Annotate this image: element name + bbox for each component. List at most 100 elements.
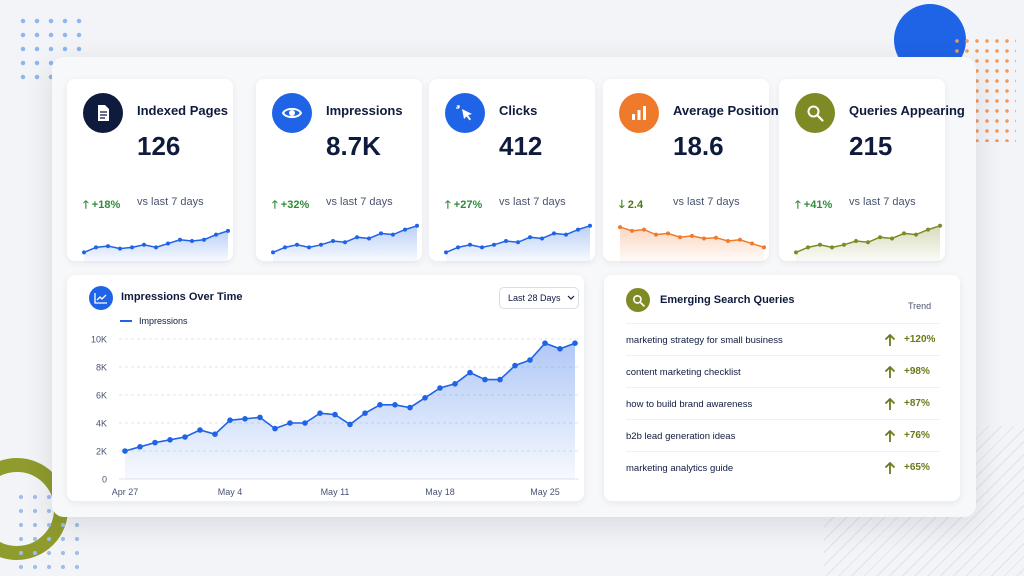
metric-comparison: vs last 7 days <box>137 196 204 208</box>
metric-change-value: +41% <box>803 199 833 211</box>
sparkline-point <box>367 236 371 241</box>
query-row[interactable]: b2b lead generation ideas +76% <box>626 419 940 451</box>
dashboard-panel: Indexed Pages 126 🡑 +18% vs last 7 days … <box>52 57 976 517</box>
y-tick-label: 2K <box>96 447 107 457</box>
data-point <box>512 362 518 369</box>
sparkline-point <box>226 228 230 233</box>
sparkline-point <box>343 240 347 245</box>
metric-value: 412 <box>499 131 543 161</box>
data-point <box>272 425 278 432</box>
data-point <box>467 369 473 376</box>
x-tick-label: May 11 <box>321 487 350 497</box>
sparkline-point <box>468 242 472 247</box>
data-point <box>257 414 263 421</box>
sparkline-point <box>166 241 170 246</box>
query-text: b2b lead generation ideas <box>626 431 736 442</box>
arrow-up-icon: 🡑 <box>272 199 278 211</box>
metric-card-queries-appearing[interactable]: Queries Appearing 215 🡑 +41% vs last 7 d… <box>779 79 965 263</box>
sparkline-point <box>444 250 448 255</box>
sparkline-area <box>273 225 417 263</box>
sparkline-point <box>678 235 682 240</box>
data-point <box>392 402 398 408</box>
query-row[interactable]: how to build brand awareness +87% <box>626 387 940 419</box>
data-point <box>302 420 308 426</box>
sparkline-point <box>902 231 906 236</box>
metric-card-clicks[interactable]: Clicks 412 🡑 +27% vs last 7 days <box>429 79 595 263</box>
impressions-area <box>125 343 575 479</box>
sparkline-point <box>190 239 194 243</box>
metric-comparison: vs last 7 days <box>849 196 916 208</box>
metric-change: 🡑 +27% <box>445 196 482 215</box>
sparkline-point <box>750 241 754 246</box>
sparkline-point <box>702 236 706 241</box>
query-row[interactable]: marketing strategy for small business +1… <box>626 323 940 355</box>
sparkline-point <box>295 242 299 247</box>
sparkline-point <box>154 245 158 250</box>
sparkline-point <box>94 245 98 250</box>
data-point <box>437 385 443 391</box>
sparkline-point <box>618 225 622 230</box>
metric-title: Indexed Pages <box>137 103 229 118</box>
sparkline-area <box>796 225 940 263</box>
arrow-up-icon: 🡑 <box>795 199 801 211</box>
sparkline-point <box>726 239 730 243</box>
sparkline-point <box>738 237 742 242</box>
metric-card-indexed-pages[interactable]: Indexed Pages 126 🡑 +18% vs last 7 days <box>67 79 233 263</box>
metric-change-value: +27% <box>453 199 483 211</box>
sparkline <box>271 223 419 263</box>
arrow-up-icon: 🡑 <box>83 199 89 211</box>
sparkline-point <box>516 240 520 245</box>
data-point <box>137 444 143 450</box>
sparkline-point <box>271 250 275 255</box>
sparkline-point <box>794 250 798 255</box>
metric-title: Clicks <box>499 103 538 118</box>
arrow-up-icon <box>884 397 896 410</box>
data-point <box>182 434 188 440</box>
data-point <box>572 340 578 346</box>
metric-value: 8.7K <box>326 131 381 161</box>
search-icon <box>795 93 835 133</box>
sparkline <box>618 225 766 263</box>
data-point <box>377 402 383 408</box>
data-point <box>332 411 338 418</box>
sparkline-point <box>666 231 670 236</box>
sparkline-point <box>82 250 86 255</box>
sparkline-area <box>620 227 764 263</box>
sparkline-point <box>142 242 146 247</box>
sparkline-point <box>714 235 718 240</box>
bar-chart-icon <box>619 93 659 133</box>
sparkline-point <box>178 237 182 242</box>
query-text: marketing strategy for small business <box>626 335 783 346</box>
metric-title: Queries Appearing <box>849 103 965 118</box>
impressions-chart-card: 0 2K 4K 6K 8K 10K Impressions Apr 27 May 4 May 11… <box>67 275 584 501</box>
query-row[interactable]: content marketing checklist +98% <box>626 355 940 387</box>
data-point <box>242 416 248 422</box>
sparkline-point <box>456 245 460 250</box>
sparkline <box>444 223 592 263</box>
document-icon <box>83 93 123 133</box>
sparkline-point <box>842 242 846 247</box>
sparkline-point <box>630 228 634 233</box>
metric-comparison: vs last 7 days <box>326 196 393 208</box>
y-tick-label: 4K <box>96 419 107 429</box>
sparkline-point <box>890 236 894 241</box>
sparkline-point <box>540 236 544 241</box>
x-tick-label: Apr 27 <box>112 487 139 497</box>
arrow-up-icon <box>884 429 896 442</box>
date-range-select[interactable]: Last 28 Days <box>499 287 579 309</box>
sparkline-point <box>391 232 395 237</box>
sparkline-point <box>564 232 568 237</box>
sparkline-point <box>818 242 822 247</box>
arrow-up-icon <box>884 365 896 378</box>
arrow-down-icon: 🡓 <box>619 199 625 211</box>
legend-label: Impressions <box>139 316 188 326</box>
metric-change: 🡑 +41% <box>795 196 832 215</box>
sparkline-point <box>118 246 122 251</box>
sparkline-point <box>866 240 870 245</box>
metric-value: 126 <box>137 131 181 161</box>
metric-card-impressions[interactable]: Impressions 8.7K 🡑 +32% vs last 7 days <box>256 79 422 263</box>
x-tick-label: May 25 <box>530 487 560 497</box>
query-trend: +98% <box>904 366 930 377</box>
query-row[interactable]: marketing analytics guide +65% <box>626 451 940 483</box>
metric-card-average-position[interactable]: Average Position 18.6 🡓 2.4 vs last 7 da… <box>603 79 779 263</box>
